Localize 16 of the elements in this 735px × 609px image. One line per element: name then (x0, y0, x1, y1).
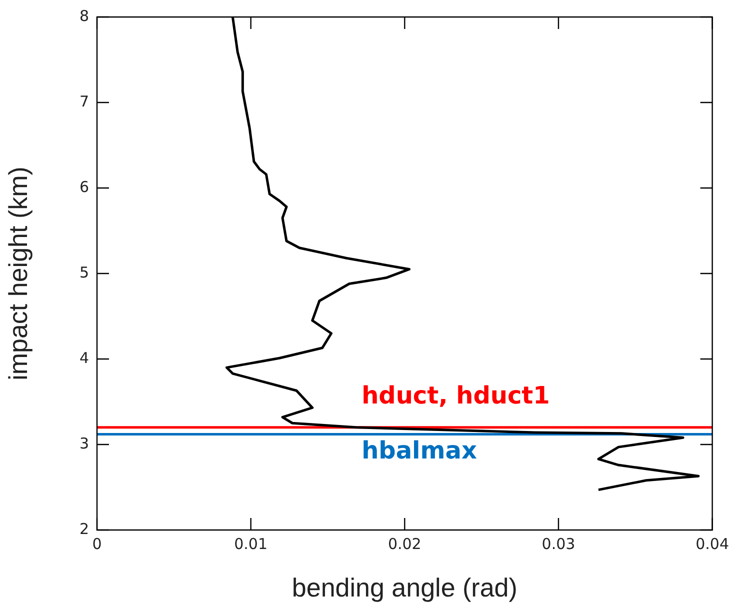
x-tick-label: 0.04 (696, 534, 730, 553)
y-tick-label: 2 (79, 520, 89, 538)
x-tick-label: 0.01 (234, 534, 268, 553)
y-tick-label: 8 (79, 6, 89, 25)
y-tick-label: 3 (79, 434, 89, 452)
x-tick-label: 0.03 (542, 534, 576, 553)
y-tick-label: 5 (79, 263, 89, 282)
x-tick-label: 0.02 (388, 534, 422, 553)
ref-line-label: hbalmax (362, 436, 478, 464)
ref-line-label: hduct, hduct1 (362, 382, 550, 410)
y-tick-label: 7 (79, 92, 89, 110)
x-tick-label: 0 (92, 534, 102, 553)
y-tick-label: 6 (79, 178, 89, 196)
y-axis-title: impact height (km) (2, 166, 33, 380)
x-axis-title: bending angle (rad) (292, 572, 518, 603)
y-tick-label: 4 (79, 348, 89, 367)
